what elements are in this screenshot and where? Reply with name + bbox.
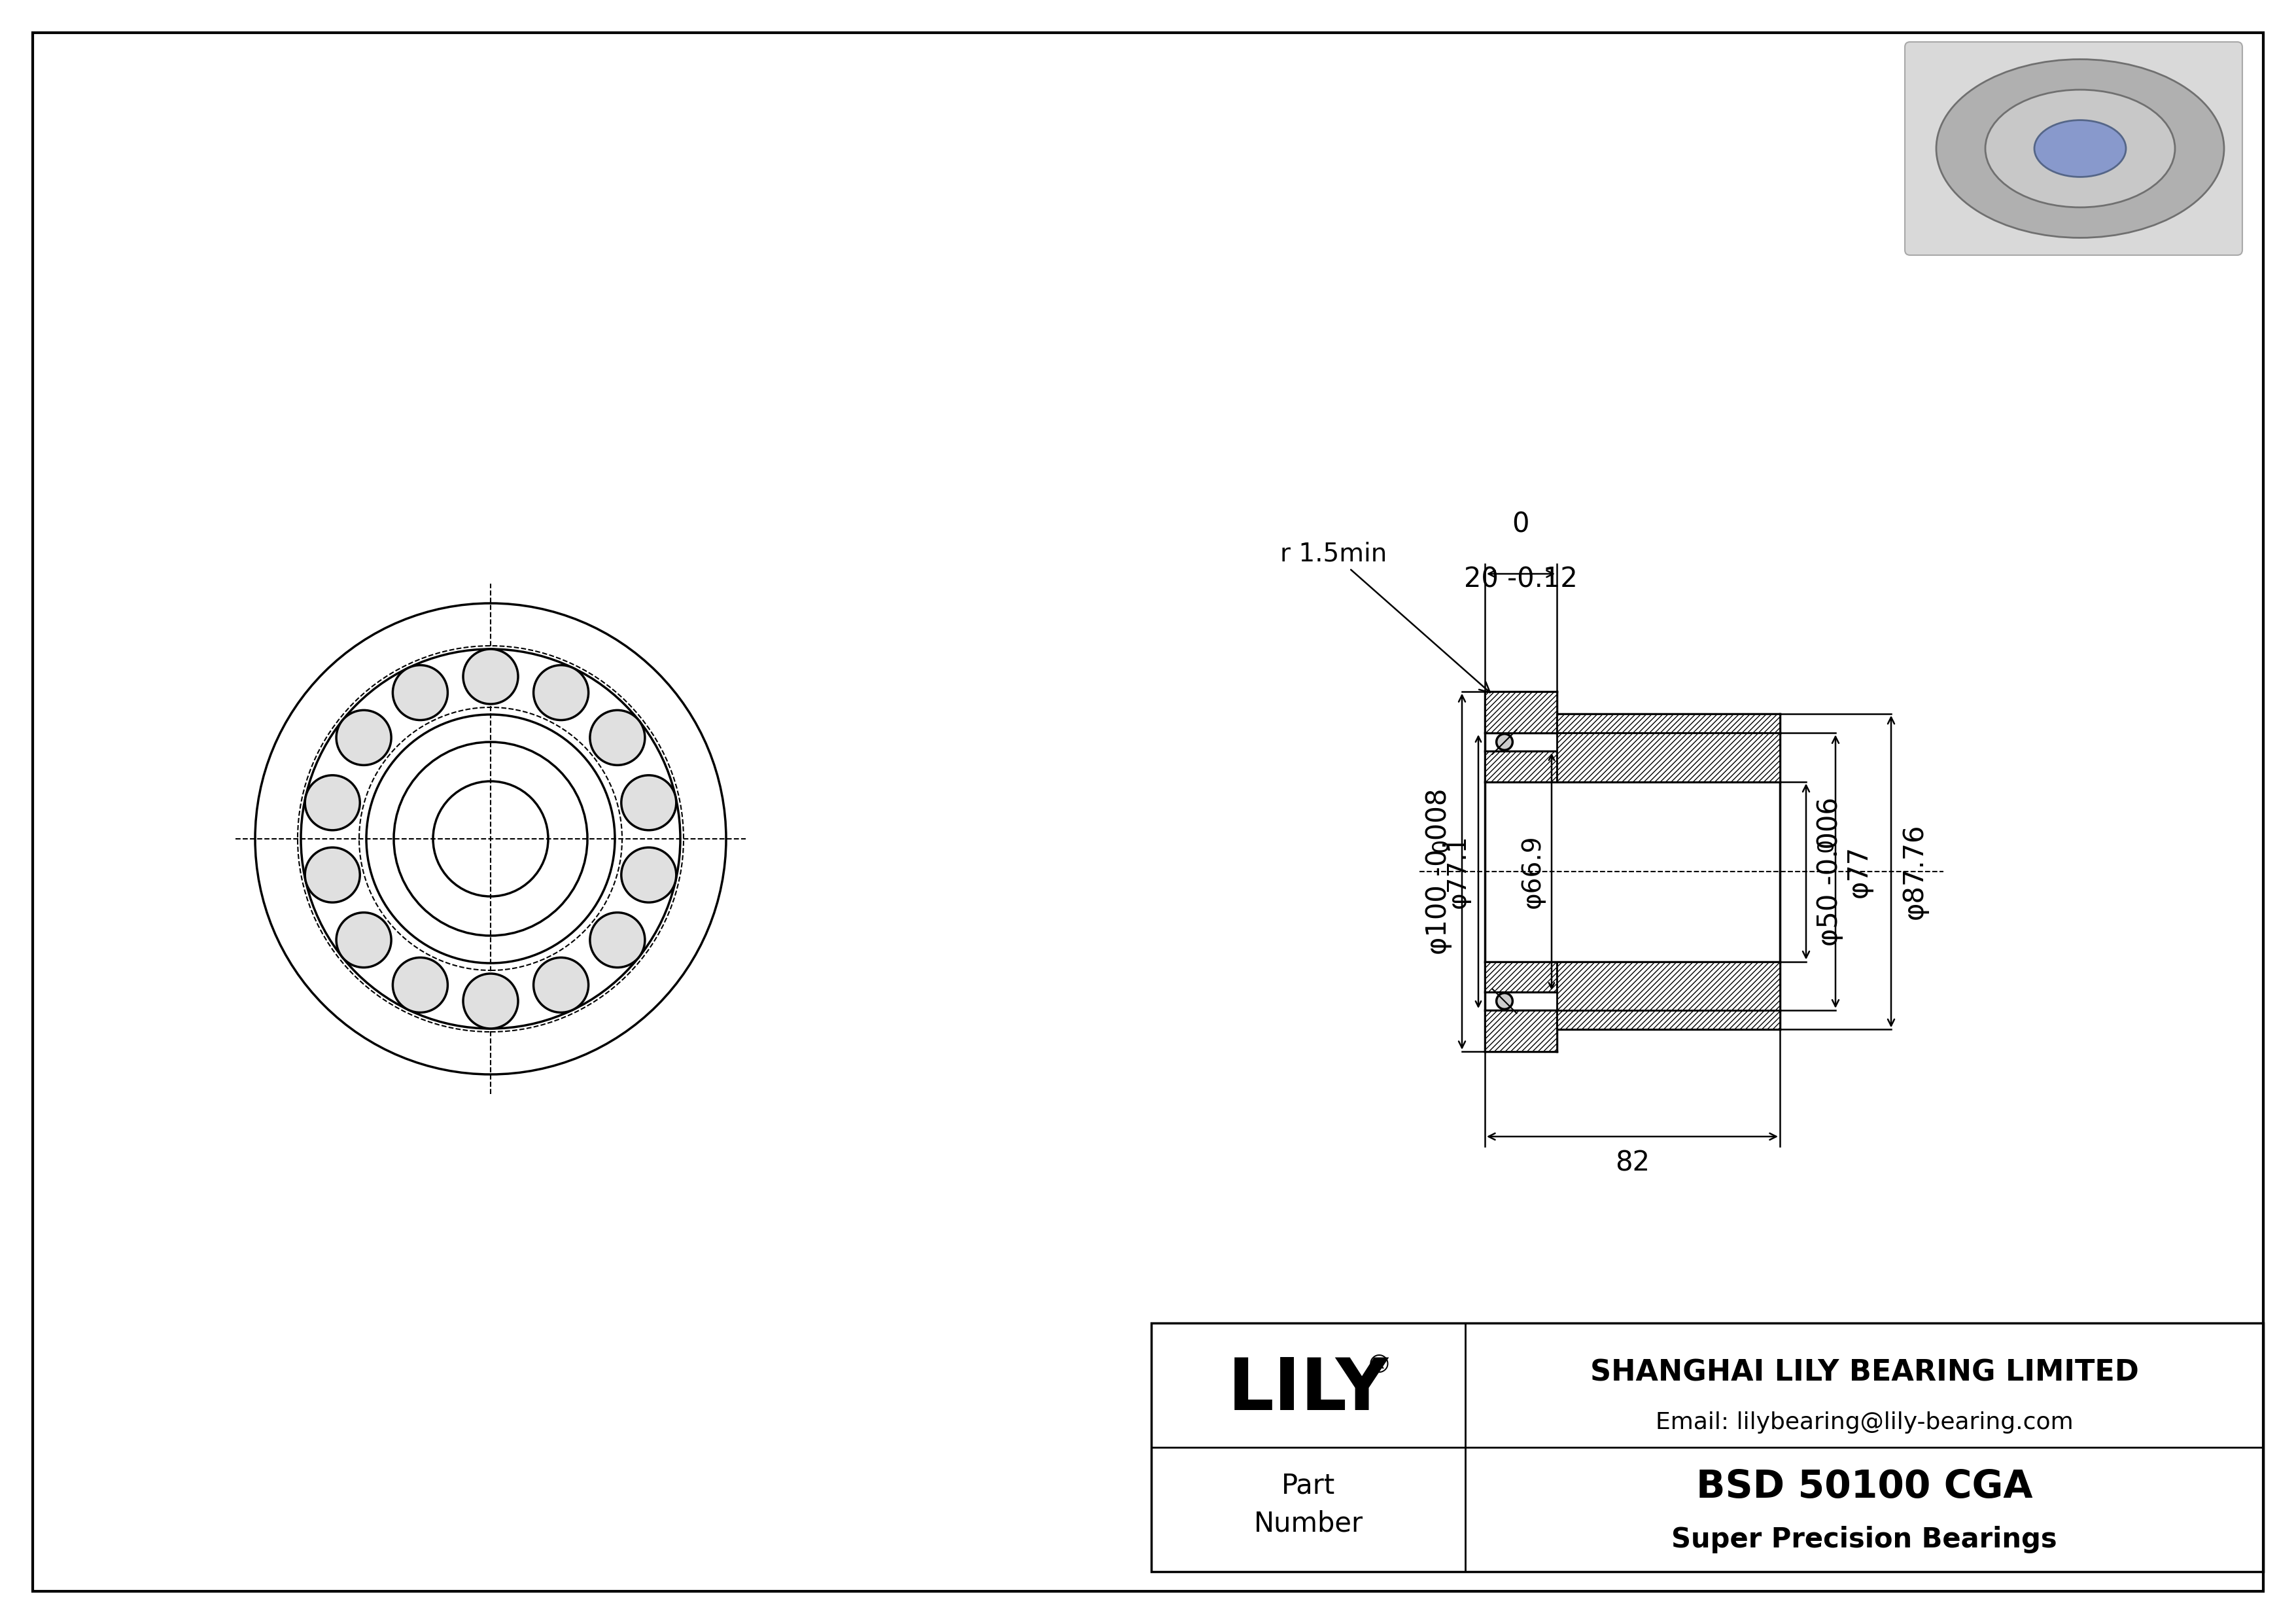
Circle shape [393,666,448,719]
Circle shape [622,848,677,903]
Circle shape [533,958,588,1012]
Circle shape [622,775,677,830]
Text: φ50 -0.006: φ50 -0.006 [1816,797,1844,947]
Text: 82: 82 [1614,1150,1651,1177]
Circle shape [335,710,390,765]
Polygon shape [1557,732,1779,781]
Text: 0: 0 [1513,510,1529,538]
Circle shape [533,666,588,719]
Text: Email: lilybearing@lily-bearing.com: Email: lilybearing@lily-bearing.com [1655,1411,2073,1434]
Polygon shape [1486,1010,1557,1051]
Text: LILY: LILY [1228,1354,1389,1426]
Circle shape [335,913,390,968]
Polygon shape [1486,692,1557,732]
Circle shape [1497,992,1513,1009]
Circle shape [464,650,519,705]
Text: SHANGHAI LILY BEARING LIMITED: SHANGHAI LILY BEARING LIMITED [1589,1359,2138,1387]
Polygon shape [1557,1010,1779,1030]
Text: BSD 50100 CGA: BSD 50100 CGA [1697,1468,2032,1505]
Polygon shape [1486,752,1557,781]
Text: 20 -0.12: 20 -0.12 [1465,567,1577,593]
Circle shape [590,913,645,968]
Text: φ87.76: φ87.76 [1901,823,1929,919]
Polygon shape [1486,961,1557,992]
Text: φ77.1: φ77.1 [1446,835,1469,908]
Text: ®: ® [1366,1353,1391,1377]
FancyBboxPatch shape [1906,42,2243,255]
Text: Part
Number: Part Number [1254,1471,1364,1538]
Polygon shape [1557,713,1779,732]
Bar [1150,1324,2264,1572]
Polygon shape [1557,961,1779,1010]
Text: φ77: φ77 [1846,846,1874,898]
Text: Super Precision Bearings: Super Precision Bearings [1671,1525,2057,1553]
Circle shape [305,848,360,903]
Ellipse shape [1936,60,2225,237]
Circle shape [464,974,519,1028]
Ellipse shape [1986,89,2174,208]
Text: r 1.5min: r 1.5min [1279,542,1490,692]
Text: 0: 0 [1816,838,1837,853]
Ellipse shape [2034,120,2126,177]
Circle shape [393,958,448,1012]
Text: 0: 0 [1430,838,1451,853]
Circle shape [590,710,645,765]
Text: φ66.9: φ66.9 [1520,835,1545,908]
Text: φ100 -0.008: φ100 -0.008 [1426,788,1451,955]
Circle shape [1497,734,1513,750]
Circle shape [305,775,360,830]
